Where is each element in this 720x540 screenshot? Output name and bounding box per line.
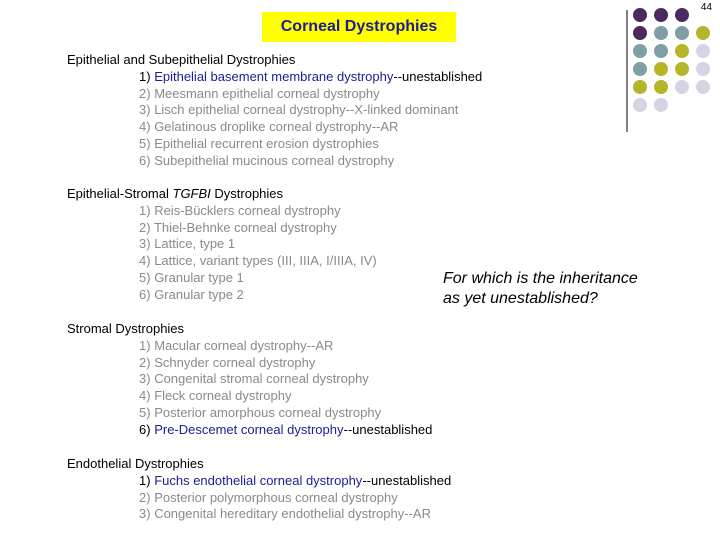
item-note: --AR — [404, 506, 431, 522]
item-name: Congenital hereditary endothelial dystro… — [154, 506, 405, 522]
list-item: 5) Posterior amorphous corneal dystrophy — [139, 405, 381, 421]
question: For which is the inheritance as yet unes… — [443, 269, 638, 309]
item-number: 3) — [139, 102, 151, 118]
section-title: Endothelial Dystrophies — [67, 456, 204, 472]
item-number: 6) — [139, 152, 151, 168]
item-number: 6) — [139, 286, 151, 302]
item-name: Pre-Descemet corneal dystrophy — [154, 421, 344, 437]
item-name: Epithelial recurrent erosion dystrophies — [154, 136, 379, 151]
title-part: TGFBI — [172, 186, 211, 201]
dot-grid — [633, 8, 710, 112]
list-item: 6) Granular type 2 — [139, 287, 244, 303]
list-item: 3) Congenital stromal corneal dystrophy — [139, 371, 369, 387]
section-title: Epithelial-Stromal TGFBI Dystrophies — [67, 186, 283, 202]
title-part: Epithelial-Stromal — [67, 186, 173, 201]
list-item: 2) Thiel-Behnke corneal dystrophy — [139, 220, 337, 236]
item-number: 2) — [139, 489, 151, 505]
list-item: 2) Schnyder corneal dystrophy — [139, 355, 315, 371]
item-name: Lisch epithelial corneal dystrophy — [154, 102, 346, 118]
item-number: 5) — [139, 136, 151, 151]
question-line: as yet unestablished? — [443, 290, 598, 307]
item-number: 3) — [139, 371, 151, 387]
page-number: 44 — [700, 2, 712, 13]
item-number: 3) — [139, 236, 151, 252]
list-item: 5) Granular type 1 — [139, 270, 244, 286]
item-number: 1) — [139, 337, 151, 353]
section-title: Stromal Dystrophies — [67, 321, 184, 337]
list-item: 1) Reis-Bücklers corneal dystrophy — [139, 203, 341, 219]
item-name: Granular type 1 — [154, 270, 244, 285]
item-number: 2) — [139, 219, 151, 235]
item-number: 4) — [139, 388, 151, 404]
list-item: 4) Lattice, variant types (III, IIIA, I/… — [139, 253, 377, 269]
item-name: Epithelial basement membrane dystrophy — [154, 68, 394, 84]
item-name: Meesmann epithelial corneal dystrophy — [154, 85, 380, 101]
title-part: Dystrophies — [210, 186, 284, 201]
list-item: 6) Subepithelial mucinous corneal dystro… — [139, 153, 394, 169]
item-name: Macular corneal dystrophy — [154, 337, 307, 353]
title-part: Stromal Dystrophies — [67, 321, 185, 336]
list-item: 1) Fuchs endothelial corneal dystrophy--… — [139, 473, 451, 489]
item-note: --AR — [371, 119, 399, 135]
item-name: Lattice, type 1 — [154, 236, 236, 252]
item-note: --unestablished — [343, 421, 433, 437]
item-name: Reis-Bücklers corneal dystrophy — [154, 202, 341, 218]
list-item: 5) Epithelial recurrent erosion dystroph… — [139, 136, 379, 152]
item-number: 2) — [139, 354, 151, 370]
decoration — [626, 8, 710, 132]
list-item: 3) Lattice, type 1 — [139, 236, 235, 252]
item-name: Fleck corneal dystrophy — [154, 388, 292, 404]
item-note: --unestablished — [393, 68, 483, 84]
list-item: 3) Congenital hereditary endothelial dys… — [139, 506, 431, 522]
list-item: 2) Posterior polymorphous corneal dystro… — [139, 490, 398, 506]
slide-title: Corneal Dystrophies — [262, 12, 456, 42]
item-number: 1) — [139, 202, 151, 218]
list-item: 3) Lisch epithelial corneal dystrophy--X… — [139, 102, 458, 118]
item-number: 1) — [139, 472, 151, 488]
item-note: --AR — [306, 337, 334, 353]
item-number: 4) — [139, 119, 151, 135]
item-name: Thiel-Behnke corneal dystrophy — [153, 219, 337, 235]
item-name: Congenital stromal corneal dystrophy — [154, 371, 369, 387]
item-note: --X-linked dominant — [345, 102, 459, 118]
item-number: 4) — [139, 253, 151, 269]
list-item: 1) Macular corneal dystrophy--AR — [139, 338, 333, 354]
list-item: 1) Epithelial basement membrane dystroph… — [139, 69, 482, 85]
title-part: Endothelial Dystrophies — [67, 456, 204, 471]
item-number: 6) — [139, 421, 151, 437]
item-name: Schnyder corneal dystrophy — [154, 354, 316, 370]
section-title: Epithelial and Subepithelial Dystrophies — [67, 52, 295, 68]
item-number: 5) — [139, 270, 151, 285]
item-name: Subepithelial mucinous corneal dystrophy — [154, 152, 395, 168]
item-name: Posterior polymorphous corneal dystrophy — [154, 489, 398, 505]
item-name: Granular type 2 — [154, 286, 244, 302]
item-name: Fuchs endothelial corneal dystrophy — [154, 472, 363, 488]
item-name: Gelatinous droplike corneal dystrophy — [154, 119, 372, 135]
question-line: For which is the inheritance — [443, 270, 638, 287]
list-item: 2) Meesmann epithelial corneal dystrophy — [139, 86, 380, 102]
item-number: 2) — [139, 85, 151, 101]
item-number: 1) — [139, 68, 151, 84]
list-item: 6) Pre-Descemet corneal dystrophy--unest… — [139, 422, 432, 438]
item-number: 5) — [139, 405, 151, 420]
item-name: Posterior amorphous corneal dystrophy — [154, 405, 382, 420]
list-item: 4) Gelatinous droplike corneal dystrophy… — [139, 119, 398, 135]
item-number: 3) — [139, 506, 151, 522]
list-item: 4) Fleck corneal dystrophy — [139, 388, 291, 404]
title-part: Epithelial and Subepithelial Dystrophies — [67, 52, 296, 67]
item-name: Lattice, variant types (III, IIIA, I/III… — [154, 253, 377, 269]
item-note: --unestablished — [362, 472, 452, 488]
